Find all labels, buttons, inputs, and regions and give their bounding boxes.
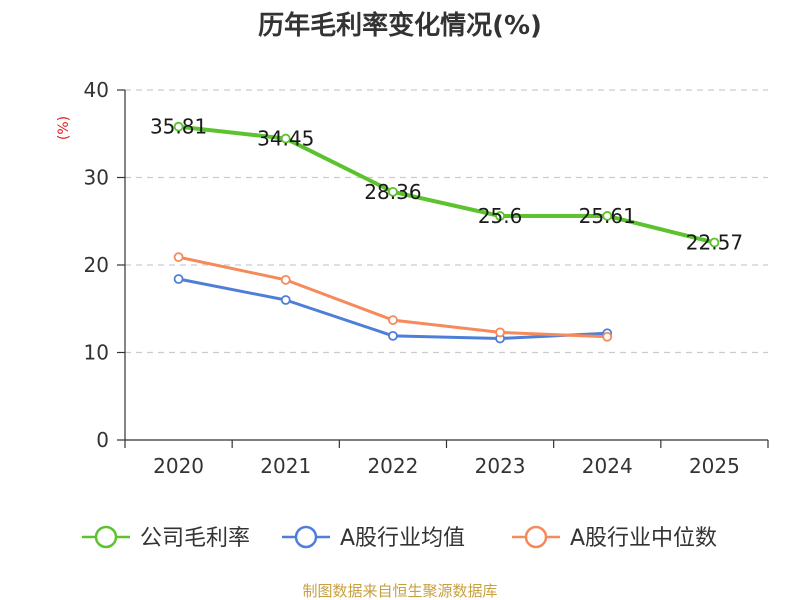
y-tick-label: 20 [84,253,109,277]
data-point [388,315,398,326]
legend-marker [94,525,118,549]
data-label: 34.45 [257,127,314,151]
axes: 0 10 20 30 40 2020 2021 2022 2023 2024 2025 [84,78,769,478]
x-tick-label: 2025 [689,454,740,478]
data-point [602,331,613,342]
x-tick-label: 2023 [475,454,526,478]
legend-item-2[interactable]: A股行业中位数 [512,525,717,551]
legend-marker [524,525,548,549]
x-tick-label: 2020 [153,454,204,478]
data-point [602,211,613,221]
x-tick-label: 2021 [260,454,311,478]
data-point [709,237,720,248]
legend-item-0[interactable]: 公司毛利率 [82,525,250,551]
legend-label: A股行业中位数 [570,526,717,551]
data-point [495,327,505,338]
data-point [173,121,184,132]
grid [125,89,768,354]
series-group [173,121,720,344]
y-tick-label: 10 [84,341,109,365]
data-point [388,186,398,197]
x-tick-label: 2024 [582,454,633,478]
series-line-1 [177,277,609,340]
y-tick-label: 40 [84,78,109,102]
data-point [173,274,184,284]
legend-label: 公司毛利率 [140,526,250,551]
y-tick-label: 30 [84,166,109,190]
x-tick-label: 2022 [367,454,418,478]
chart-title: 历年毛利率变化情况(%) [258,10,542,41]
y-tick-label: 0 [96,428,109,452]
data-label: 25.61 [579,204,636,228]
data-labels: 35.81 34.45 28.36 25.6 25.61 22.57 [150,115,743,255]
data-label: 25.6 [478,204,523,228]
data-label: 35.81 [150,115,207,139]
legend-item-1[interactable]: A股行业均值 [282,525,465,551]
data-label: 28.36 [364,180,421,204]
data-point [280,295,291,305]
data-point [280,133,291,144]
legend-label: A股行业均值 [340,526,465,551]
data-point [388,330,398,341]
data-point [495,211,505,221]
data-label: 22.57 [686,231,743,255]
legend-marker [294,525,318,549]
series-line-0 [176,124,717,245]
source-note: 制图数据来自恒生聚源数据库 [302,582,497,600]
y-axis-unit: (%) [56,116,72,140]
data-point [173,252,184,263]
data-point [280,274,291,285]
legend[interactable]: 公司毛利率 A股行业均值 A股行业中位数 [82,525,717,551]
